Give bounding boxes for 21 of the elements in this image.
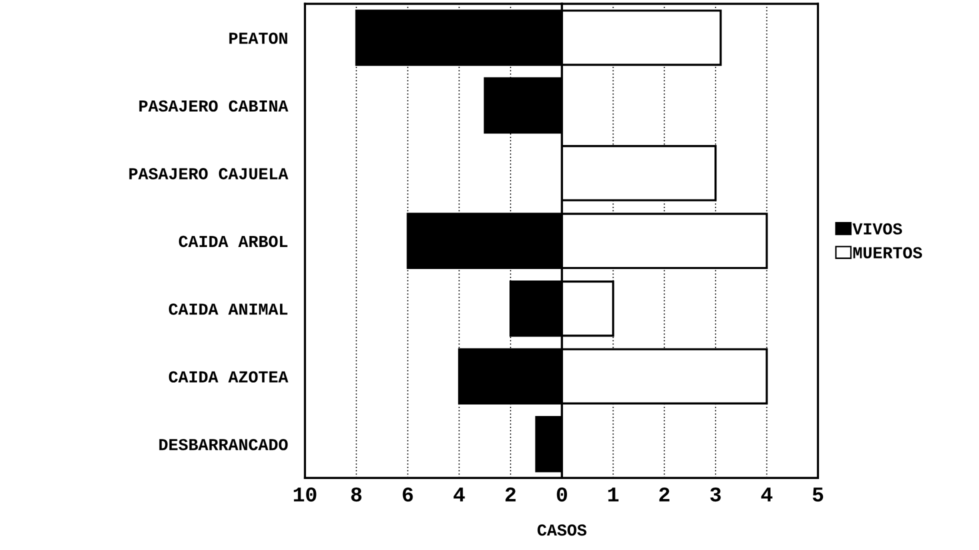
x-tick-label: 2 <box>659 487 670 502</box>
y-tick-label: PASAJERO CABINA <box>139 100 288 112</box>
x-tick-label: 5 <box>812 488 824 502</box>
x-tick-label: 1 <box>608 488 619 502</box>
x-tick-label: 10 <box>294 487 316 502</box>
x-tick-label: 0 <box>556 487 567 502</box>
y-tick-label: CAIDA AZOTEA <box>168 371 288 383</box>
legend-label: VIVOS <box>852 223 902 235</box>
x-tick-label: 3 <box>710 487 721 502</box>
x-tick-label: 2 <box>506 487 516 502</box>
y-tick-label: PASAJERO CAJUELA <box>129 168 288 180</box>
x-tick-label: 4 <box>454 488 465 502</box>
y-tick-label: CAIDA ARBOL <box>178 236 288 248</box>
text: MUERTOS <box>853 247 922 258</box>
x-axis-title: CASOS <box>538 524 586 536</box>
x-tick-label: 6 <box>402 487 413 502</box>
x-tick-label: 4 <box>761 488 772 502</box>
y-tick-label: DESBARRANCADO <box>159 438 288 450</box>
y-tick-label: CAIDA ANIMAL <box>168 304 288 315</box>
y-tick-label: PEATON <box>229 32 288 44</box>
x-tick-label: 8 <box>351 487 362 502</box>
